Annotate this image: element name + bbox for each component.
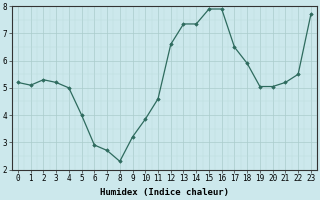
X-axis label: Humidex (Indice chaleur): Humidex (Indice chaleur) [100,188,229,197]
